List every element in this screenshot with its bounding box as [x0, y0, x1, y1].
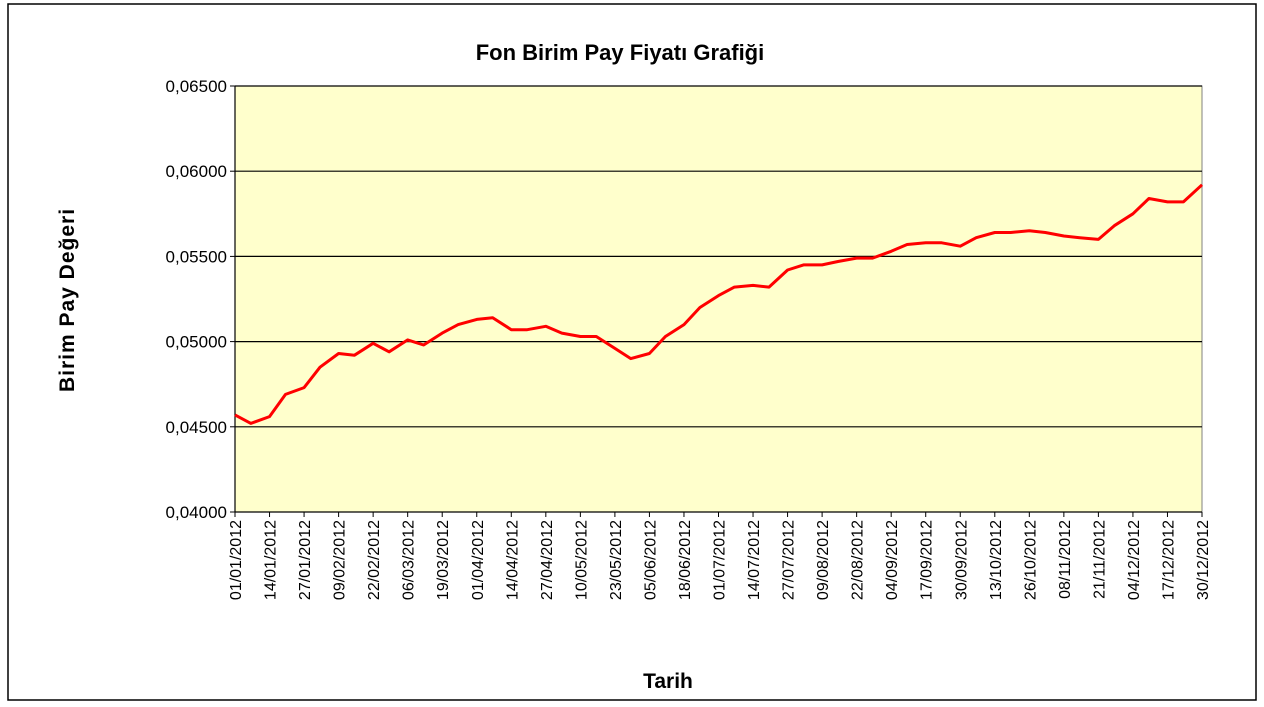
- x-tick-label: 18/06/2012: [677, 520, 694, 600]
- x-axis-title: Tarih: [643, 670, 693, 693]
- x-tick-label: 14/01/2012: [263, 520, 280, 600]
- y-tick-label: 0,06500: [166, 77, 227, 96]
- y-tick-label: 0,05500: [166, 247, 227, 266]
- x-tick-label: 30/09/2012: [953, 520, 970, 600]
- x-tick-label: 04/12/2012: [1126, 520, 1143, 600]
- x-tick-label: 17/09/2012: [919, 520, 936, 600]
- x-tick-label: 04/09/2012: [884, 520, 901, 600]
- x-tick-label: 01/01/2012: [228, 520, 245, 600]
- x-tick-label: 09/02/2012: [332, 520, 349, 600]
- x-tick-label: 01/07/2012: [712, 520, 729, 600]
- x-tick-label: 08/11/2012: [1057, 520, 1074, 599]
- x-tick-label: 13/10/2012: [988, 520, 1005, 600]
- price-line: [234, 183, 1204, 425]
- x-tick-label: 01/04/2012: [470, 520, 487, 600]
- x-tick-label: 22/08/2012: [850, 520, 867, 600]
- x-tick-label: 30/12/2012: [1195, 520, 1212, 600]
- x-tick-label: 27/01/2012: [297, 520, 314, 600]
- y-tick-label: 0,06000: [166, 162, 227, 181]
- x-tick-label: 22/02/2012: [366, 520, 383, 600]
- x-tick-label: 14/07/2012: [746, 520, 763, 600]
- x-tick-label: 06/03/2012: [401, 520, 418, 600]
- x-tick-label: 10/05/2012: [573, 520, 590, 600]
- y-axis-title: Birim Pay Değeri: [56, 208, 79, 392]
- y-tick-label: 0,04500: [166, 418, 227, 437]
- x-tick-label: 27/07/2012: [781, 520, 798, 600]
- chart-title: Fon Birim Pay Fiyatı Grafiği: [476, 40, 765, 65]
- y-tick-label: 0,04000: [166, 503, 227, 522]
- x-tick-label: 05/06/2012: [642, 520, 659, 600]
- x-tick-label: 23/05/2012: [608, 520, 625, 600]
- x-tick-label: 14/04/2012: [504, 520, 521, 600]
- x-tick-label: 09/08/2012: [815, 520, 832, 600]
- x-tick-label: 27/04/2012: [539, 520, 556, 600]
- x-tick-label: 17/12/2012: [1160, 520, 1177, 600]
- y-tick-label: 0,05000: [166, 333, 227, 352]
- x-tick-label: 26/10/2012: [1022, 520, 1039, 600]
- plot-area: [234, 85, 1203, 513]
- x-tick-label: 21/11/2012: [1091, 520, 1108, 599]
- x-tick-label: 19/03/2012: [435, 520, 452, 600]
